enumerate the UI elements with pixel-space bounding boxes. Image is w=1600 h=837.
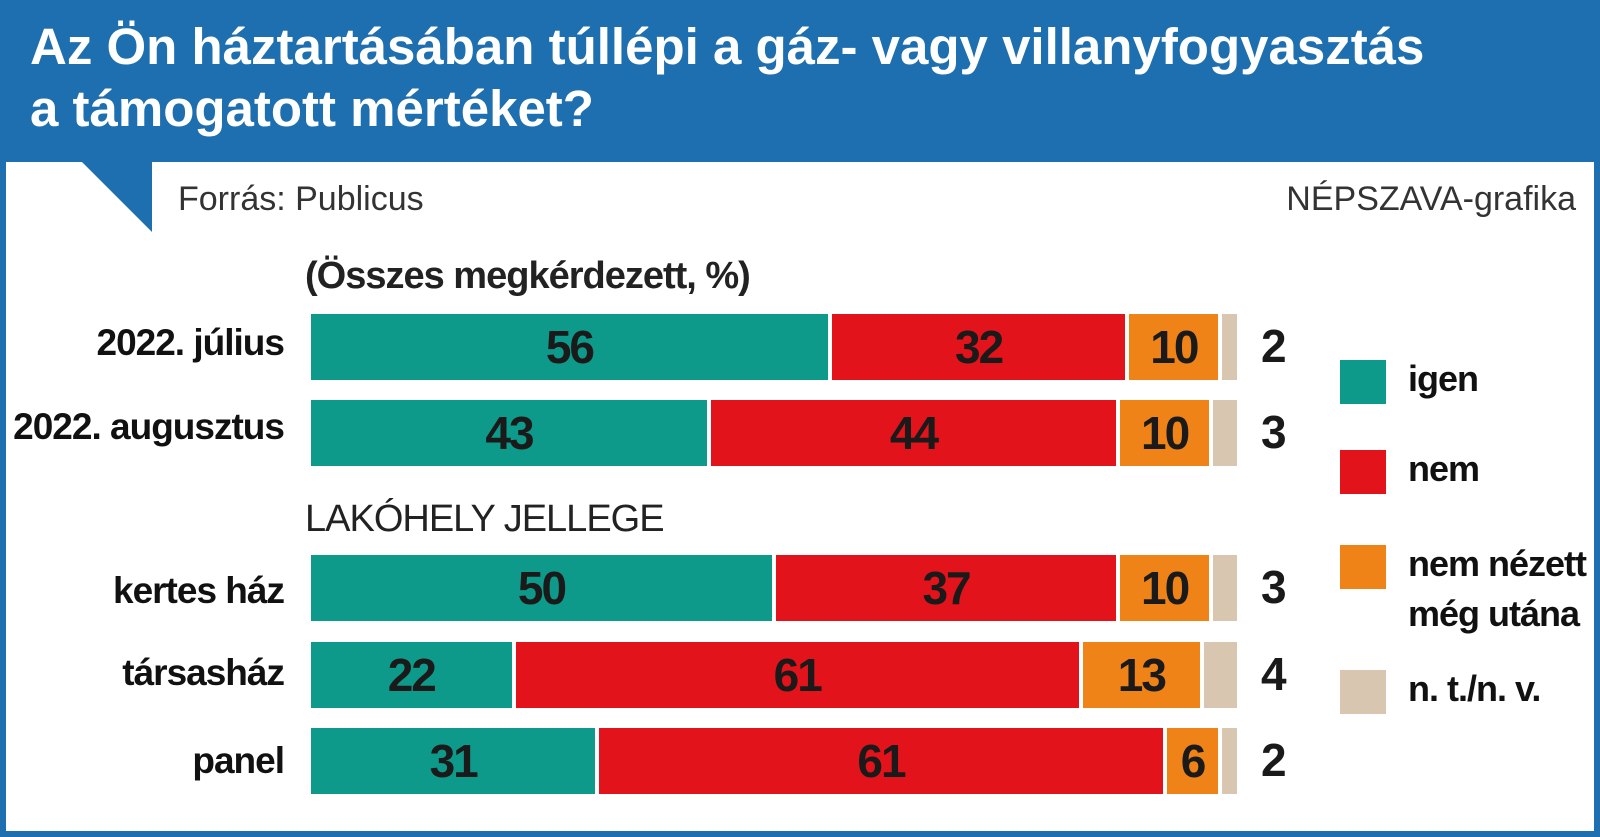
bar-segment-nt_nv [1222, 728, 1237, 794]
row-label: társasház [122, 652, 285, 693]
bar-segment-nem: 44 [710, 400, 1117, 466]
title-line-1: Az Ön háztartásában túllépi a gáz- vagy … [30, 18, 1425, 75]
bar-segment-igen: 56 [311, 314, 828, 380]
data-label: 61 [857, 735, 906, 787]
data-label: 56 [545, 321, 595, 373]
data-label: 37 [922, 562, 971, 614]
bar-segment-nt_nv [1203, 642, 1237, 708]
bar-segment-nt_nv [1213, 555, 1237, 621]
bar-segment-nem: 37 [776, 555, 1117, 621]
data-label: 10 [1141, 562, 1190, 614]
bar-segment-nem: 61 [515, 642, 1079, 708]
bar-segment-nem: 32 [831, 314, 1126, 380]
bar-segment-nt_nv [1222, 314, 1237, 380]
data-label: 43 [485, 407, 534, 459]
data-label: 13 [1117, 649, 1167, 701]
bar-segment-igen: 22 [311, 642, 512, 708]
bar-segment-igen: 43 [311, 400, 707, 466]
legend-swatch [1340, 450, 1386, 494]
bar-segment-nem: 61 [599, 728, 1163, 794]
data-label: 32 [955, 321, 1004, 373]
title-line-2: a támogatott mértéket? [30, 80, 594, 137]
data-label: 61 [773, 649, 823, 701]
data-label: 31 [429, 735, 479, 787]
chart-subtitle: (Összes megkérdezett, %) [305, 255, 751, 297]
bar-segment-nem_nezett: 10 [1129, 314, 1219, 380]
data-label-nt-nv: 2 [1261, 734, 1287, 786]
data-label: 6 [1180, 735, 1207, 787]
chart-title: Az Ön háztartásában túllépi a gáz- vagy … [30, 16, 1590, 140]
data-label-nt-nv: 2 [1261, 320, 1287, 372]
data-label: 10 [1141, 407, 1190, 459]
legend-label: még utána [1408, 593, 1580, 634]
legend-swatch [1340, 360, 1386, 404]
bar-segment-igen: 50 [311, 555, 772, 621]
source-text: Forrás: Publicus [178, 180, 424, 218]
data-label: 10 [1150, 321, 1199, 373]
data-label-nt-nv: 3 [1261, 406, 1287, 458]
legend-swatch [1340, 545, 1386, 589]
legend-label: n. t./n. v. [1408, 668, 1541, 709]
legend-label: igen [1408, 358, 1479, 399]
credit-text: NÉPSZAVA-grafika [1286, 180, 1576, 218]
speech-tail-shape [80, 160, 152, 232]
data-label-nt-nv: 4 [1261, 648, 1287, 700]
bar-segment-nt_nv [1213, 400, 1237, 466]
legend-label: nem nézett [1408, 543, 1587, 584]
bar-segment-nem_nezett: 13 [1082, 642, 1200, 708]
row-label: 2022. augusztus [13, 406, 285, 447]
data-label: 44 [889, 407, 939, 459]
bar-segment-igen: 31 [311, 728, 596, 794]
legend-swatch [1340, 670, 1386, 714]
data-label: 50 [517, 562, 567, 614]
bar-segment-nem_nezett: 10 [1120, 400, 1210, 466]
data-label-nt-nv: 3 [1261, 561, 1287, 613]
row-label: panel [192, 740, 285, 781]
section-label: LAKÓHELY JELLEGE [305, 498, 665, 540]
row-label: kertes ház [113, 570, 285, 611]
bar-segment-nem_nezett: 6 [1166, 728, 1219, 794]
data-label: 22 [387, 649, 437, 701]
legend-label: nem [1408, 448, 1480, 489]
bar-segment-nem_nezett: 10 [1120, 555, 1210, 621]
row-label: 2022. július [96, 322, 285, 363]
title-banner: Az Ön háztartásában túllépi a gáz- vagy … [0, 0, 1600, 162]
